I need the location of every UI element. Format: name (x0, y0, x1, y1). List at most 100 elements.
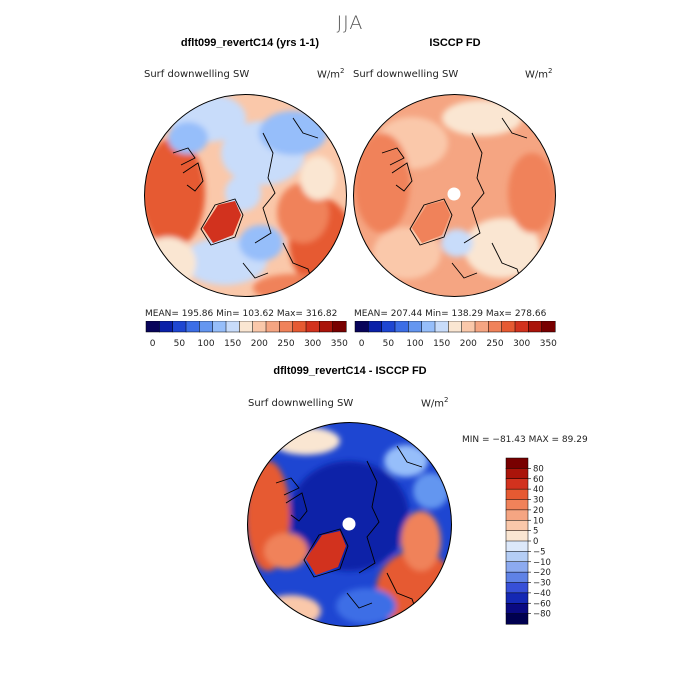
panel3-colorbar-tick-label: 20 (533, 506, 544, 516)
panel3-title: dflt099_revertC14 - ISCCP FD (273, 365, 427, 377)
panel2-colorbar-swatch (381, 321, 396, 333)
panel2-colorbar-swatch (434, 321, 449, 333)
panel3-colorbar-swatch (505, 520, 529, 532)
panel3-colorbar-tick-label: −20 (533, 568, 551, 578)
panel3-colorbar-swatch (505, 551, 529, 563)
panel3-colorbar-tick-label: 80 (533, 464, 544, 474)
panel1-colorbar-tick-label: 100 (197, 339, 214, 349)
panel1-unit-base: W/m (317, 69, 340, 81)
panel3-colorbar-swatch (505, 478, 529, 490)
panel1-colorbar-swatch (145, 321, 160, 333)
panel2-variable-label: Surf downwelling SW (353, 69, 459, 80)
panel3-colorbar-tick-label: 5 (533, 527, 538, 537)
panel1-colorbar-swatch (159, 321, 174, 333)
panel2-colorbar-tick-label: 350 (540, 339, 557, 349)
panel2-colorbar: 0 50 100 150 200 250 300 350 (354, 321, 557, 349)
panel1-colorbar-swatch (265, 321, 280, 333)
panel1-colorbar-tick-label: 150 (224, 339, 241, 349)
panel3-colorbar-tick-label: 10 (533, 516, 544, 526)
panel3-colorbar-tick-label: −40 (533, 589, 551, 599)
panel2-unit-exp: 2 (548, 67, 553, 75)
panel1-unit-exp: 2 (340, 67, 345, 75)
panel2-colorbar-swatch (421, 321, 436, 333)
panel3-stats: MIN = −81.43 MAX = 89.29 (462, 435, 588, 445)
panel2-unit-base: W/m (525, 69, 548, 81)
panel3-unit-base: W/m (421, 398, 444, 410)
panel1-colorbar-swatch (279, 321, 294, 333)
panel2-colorbar-swatch (368, 321, 383, 333)
panel1-colorbar-tick-label: 300 (304, 339, 321, 349)
panel2-colorbar-swatch (448, 321, 463, 333)
panel1-colorbar-swatch (199, 321, 214, 333)
panel1-title: dflt099_revertC14 (yrs 1-1) (180, 37, 320, 49)
panel1-colorbar-swatch (212, 321, 227, 333)
panel3-colorbar-tick-label: −80 (533, 610, 551, 620)
panel3-colorbar-tick-label: 30 (533, 496, 544, 506)
panel2-colorbar-tick-label: 100 (406, 339, 423, 349)
panel3-colorbar-swatch (505, 488, 529, 501)
panel1-units: W/m2 (317, 67, 344, 80)
panel3-colorbar-tick-label: 40 (533, 485, 544, 495)
panel1-colorbar: 0 50 100 150 200 250 300 350 (145, 321, 348, 349)
panel2-stats: MEAN= 207.44 Min= 138.29 Max= 278.66 (354, 309, 547, 319)
panel3-colorbar-swatch (505, 530, 529, 542)
panel2-colorbar-tick-label: 200 (460, 339, 477, 349)
panel3-unit-exp: 2 (444, 396, 449, 404)
panel3-colorbar-tick-label: −60 (533, 599, 551, 609)
panel2-units: W/m2 (525, 67, 552, 80)
panel1-colorbar-swatch (332, 321, 347, 333)
panel1-colorbar-swatch (305, 321, 320, 333)
panel2-map (353, 94, 556, 297)
panel1-colorbar-swatch (292, 321, 307, 333)
panel3-units: W/m2 (421, 396, 448, 409)
panel2-colorbar-tick-label: 250 (486, 339, 503, 349)
panel2-colorbar-tick-label: 150 (433, 339, 450, 349)
panel2-colorbar-tick-label: 0 (359, 339, 365, 349)
panel1-stats: MEAN= 195.86 Min= 103.62 Max= 316.82 (145, 309, 338, 319)
panel1-variable-label: Surf downwelling SW (144, 69, 250, 80)
panel2-colorbar-swatch (541, 321, 556, 333)
panel2-colorbar-swatch (501, 321, 516, 333)
panel3-colorbar-tick-label: −30 (533, 579, 551, 589)
panel3-colorbar-swatch (505, 499, 529, 511)
panel1-colorbar-swatch (225, 321, 240, 333)
panel1-map (144, 94, 347, 297)
panel1-colorbar-swatch (185, 321, 200, 333)
panel3-colorbar-tick-label: −10 (533, 558, 551, 568)
panel2-colorbar-tick-label: 300 (513, 339, 530, 349)
panel2-colorbar-swatch (528, 321, 543, 333)
panel3-colorbar-tick-label: 0 (533, 537, 538, 547)
panel3-colorbar-swatch (505, 457, 529, 469)
panel3-colorbar-tick-label: 60 (533, 475, 544, 485)
panel1-colorbar-swatch (252, 321, 267, 333)
panel1-colorbar-swatch (319, 321, 334, 333)
season-title: JJA (336, 12, 364, 34)
panel1-colorbar-swatch (172, 321, 187, 333)
panel2-colorbar-swatch (408, 321, 423, 333)
panel3-map (247, 422, 452, 627)
panel1-colorbar-tick-label: 350 (331, 339, 348, 349)
panel2-colorbar-swatch (488, 321, 503, 333)
panel3-colorbar-swatch (505, 571, 529, 584)
panel2-colorbar-swatch (514, 321, 529, 333)
panel3-colorbar-swatch (505, 592, 529, 604)
panel1-colorbar-tick-label: 0 (150, 339, 156, 349)
panel2-colorbar-swatch (394, 321, 409, 333)
panel2-colorbar-swatch (461, 321, 476, 333)
panel3-colorbar-swatch (505, 582, 529, 594)
panel3-variable-label: Surf downwelling SW (248, 398, 354, 409)
panel3-colorbar-swatch (505, 468, 529, 480)
panel2-title: ISCCP FD (429, 37, 481, 49)
panel3-colorbar-swatch (505, 509, 529, 521)
panel2-colorbar-tick-label: 50 (383, 339, 395, 349)
panel3-colorbar-swatch (505, 613, 529, 625)
panel3-colorbar-swatch (505, 540, 529, 552)
panel3-colorbar-tick-label: −5 (533, 547, 546, 557)
panel1-colorbar-swatch (239, 321, 254, 333)
panel2-colorbar-swatch (354, 321, 369, 333)
panel2-colorbar-swatch (474, 321, 489, 333)
panel3-colorbar-swatch (505, 561, 529, 573)
panel1-colorbar-tick-label: 250 (277, 339, 294, 349)
